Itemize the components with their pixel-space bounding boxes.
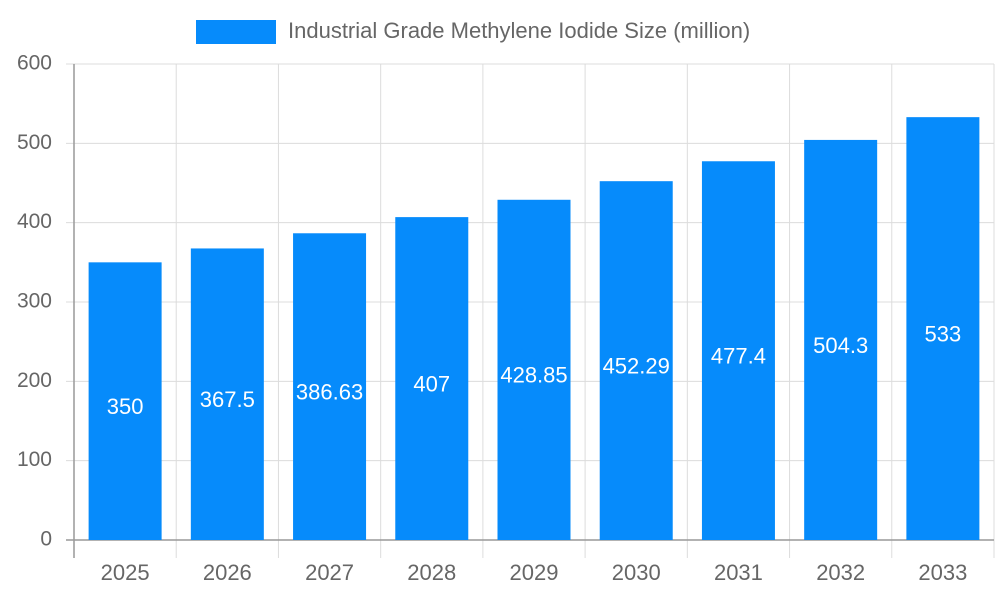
bar bbox=[906, 117, 980, 541]
data-label: 386.63 bbox=[296, 379, 363, 404]
data-label: 407 bbox=[413, 371, 450, 396]
x-tick-label: 2025 bbox=[101, 560, 150, 585]
data-label: 504.3 bbox=[813, 333, 868, 358]
data-label: 367.5 bbox=[200, 387, 255, 412]
x-tick-label: 2029 bbox=[510, 560, 559, 585]
data-label: 452.29 bbox=[603, 353, 670, 378]
bar bbox=[190, 248, 264, 540]
bar bbox=[395, 217, 469, 540]
data-label: 533 bbox=[925, 321, 962, 346]
y-tick-label: 0 bbox=[40, 528, 52, 551]
y-tick-label: 300 bbox=[17, 290, 52, 313]
x-tick-label: 2031 bbox=[714, 560, 763, 585]
x-tick-label: 2026 bbox=[203, 560, 252, 585]
y-tick-label: 100 bbox=[17, 448, 52, 471]
legend-label: Industrial Grade Methylene Iodide Size (… bbox=[288, 18, 750, 43]
x-tick-label: 2030 bbox=[612, 560, 661, 585]
x-tick-label: 2027 bbox=[305, 560, 354, 585]
x-tick-label: 2032 bbox=[816, 560, 865, 585]
y-tick-label: 600 bbox=[17, 52, 52, 75]
y-tick-label: 400 bbox=[17, 210, 52, 233]
x-tick-label: 2033 bbox=[918, 560, 967, 585]
bar bbox=[701, 161, 775, 540]
y-tick-label: 200 bbox=[17, 369, 52, 392]
y-tick-label: 500 bbox=[17, 131, 52, 154]
bar bbox=[293, 233, 367, 540]
x-tick-label: 2028 bbox=[407, 560, 456, 585]
bar bbox=[804, 139, 878, 540]
data-label: 350 bbox=[107, 394, 144, 419]
bar bbox=[497, 199, 571, 541]
bar bbox=[599, 181, 673, 540]
data-label: 477.4 bbox=[711, 343, 766, 368]
legend-swatch bbox=[196, 20, 276, 44]
data-label: 428.85 bbox=[500, 363, 567, 388]
bar bbox=[88, 262, 162, 540]
